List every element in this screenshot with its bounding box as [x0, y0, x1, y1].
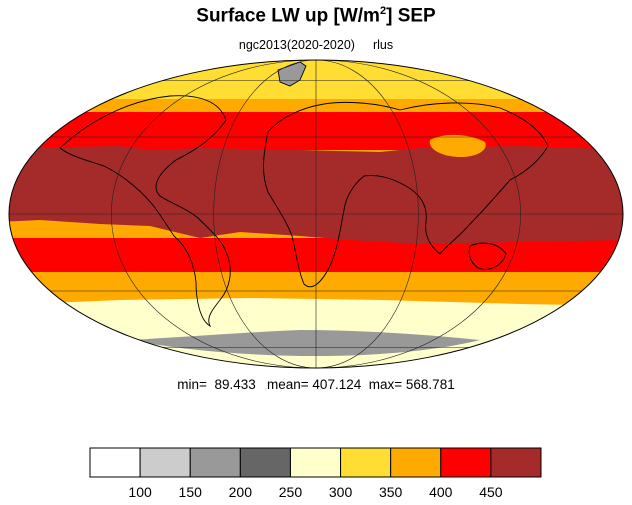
colorbar-tick-label: 250: [278, 484, 303, 500]
colorbar-swatch: [139, 447, 191, 478]
colorbar-swatch: [390, 447, 442, 478]
colorbar-tick-label: 350: [378, 484, 403, 500]
antarctica-region: [130, 330, 480, 356]
title-superscript: 2: [379, 5, 387, 17]
colorbar-tick-label: 400: [429, 484, 453, 500]
stats-mean-label: mean=: [267, 377, 309, 392]
colorbar-tick-label: 100: [128, 484, 152, 500]
title-main: Surface LW up [W/m: [196, 5, 380, 27]
stats-min-value: 89.433: [214, 377, 256, 392]
subtitle-variable: rlus: [372, 38, 394, 52]
colorbar-swatch: [490, 447, 542, 478]
chart-title: Surface LW up [W/m2] SEP: [0, 5, 632, 27]
colorbar-tick-label: 150: [178, 484, 202, 500]
longitude-line: [111, 60, 521, 368]
stats-max-label: max=: [368, 377, 403, 392]
stats-max-value: 568.781: [405, 377, 455, 392]
colorbar-swatch: [89, 447, 141, 478]
longitude-line: [213, 60, 419, 368]
subtitle-run: ngc2013(2020-2020): [238, 38, 355, 52]
colorbar-tick-label: 300: [328, 484, 353, 500]
title-tail: ] SEP: [386, 5, 436, 27]
colorbar-swatch: [239, 447, 291, 478]
colorbar-swatch: [440, 447, 492, 478]
colorbar-tick-label: 450: [479, 484, 503, 500]
stats-min-label: min=: [177, 377, 207, 392]
graticule: [9, 60, 623, 368]
tibet-plateau: [429, 134, 486, 158]
colorbar-swatch: [189, 447, 241, 478]
chart-subtitle: ngc2013(2020-2020) rlus: [0, 38, 632, 52]
map-outline: [8, 59, 624, 369]
colorbar-tick-label: 200: [228, 484, 253, 500]
stats-line: min= 89.433 mean= 407.124 max= 568.781: [0, 377, 632, 392]
colorbar-swatch: [340, 447, 392, 478]
stats-mean-value: 407.124: [312, 377, 362, 392]
colorbar-swatch: [289, 447, 342, 478]
greenland-region: [278, 62, 306, 86]
